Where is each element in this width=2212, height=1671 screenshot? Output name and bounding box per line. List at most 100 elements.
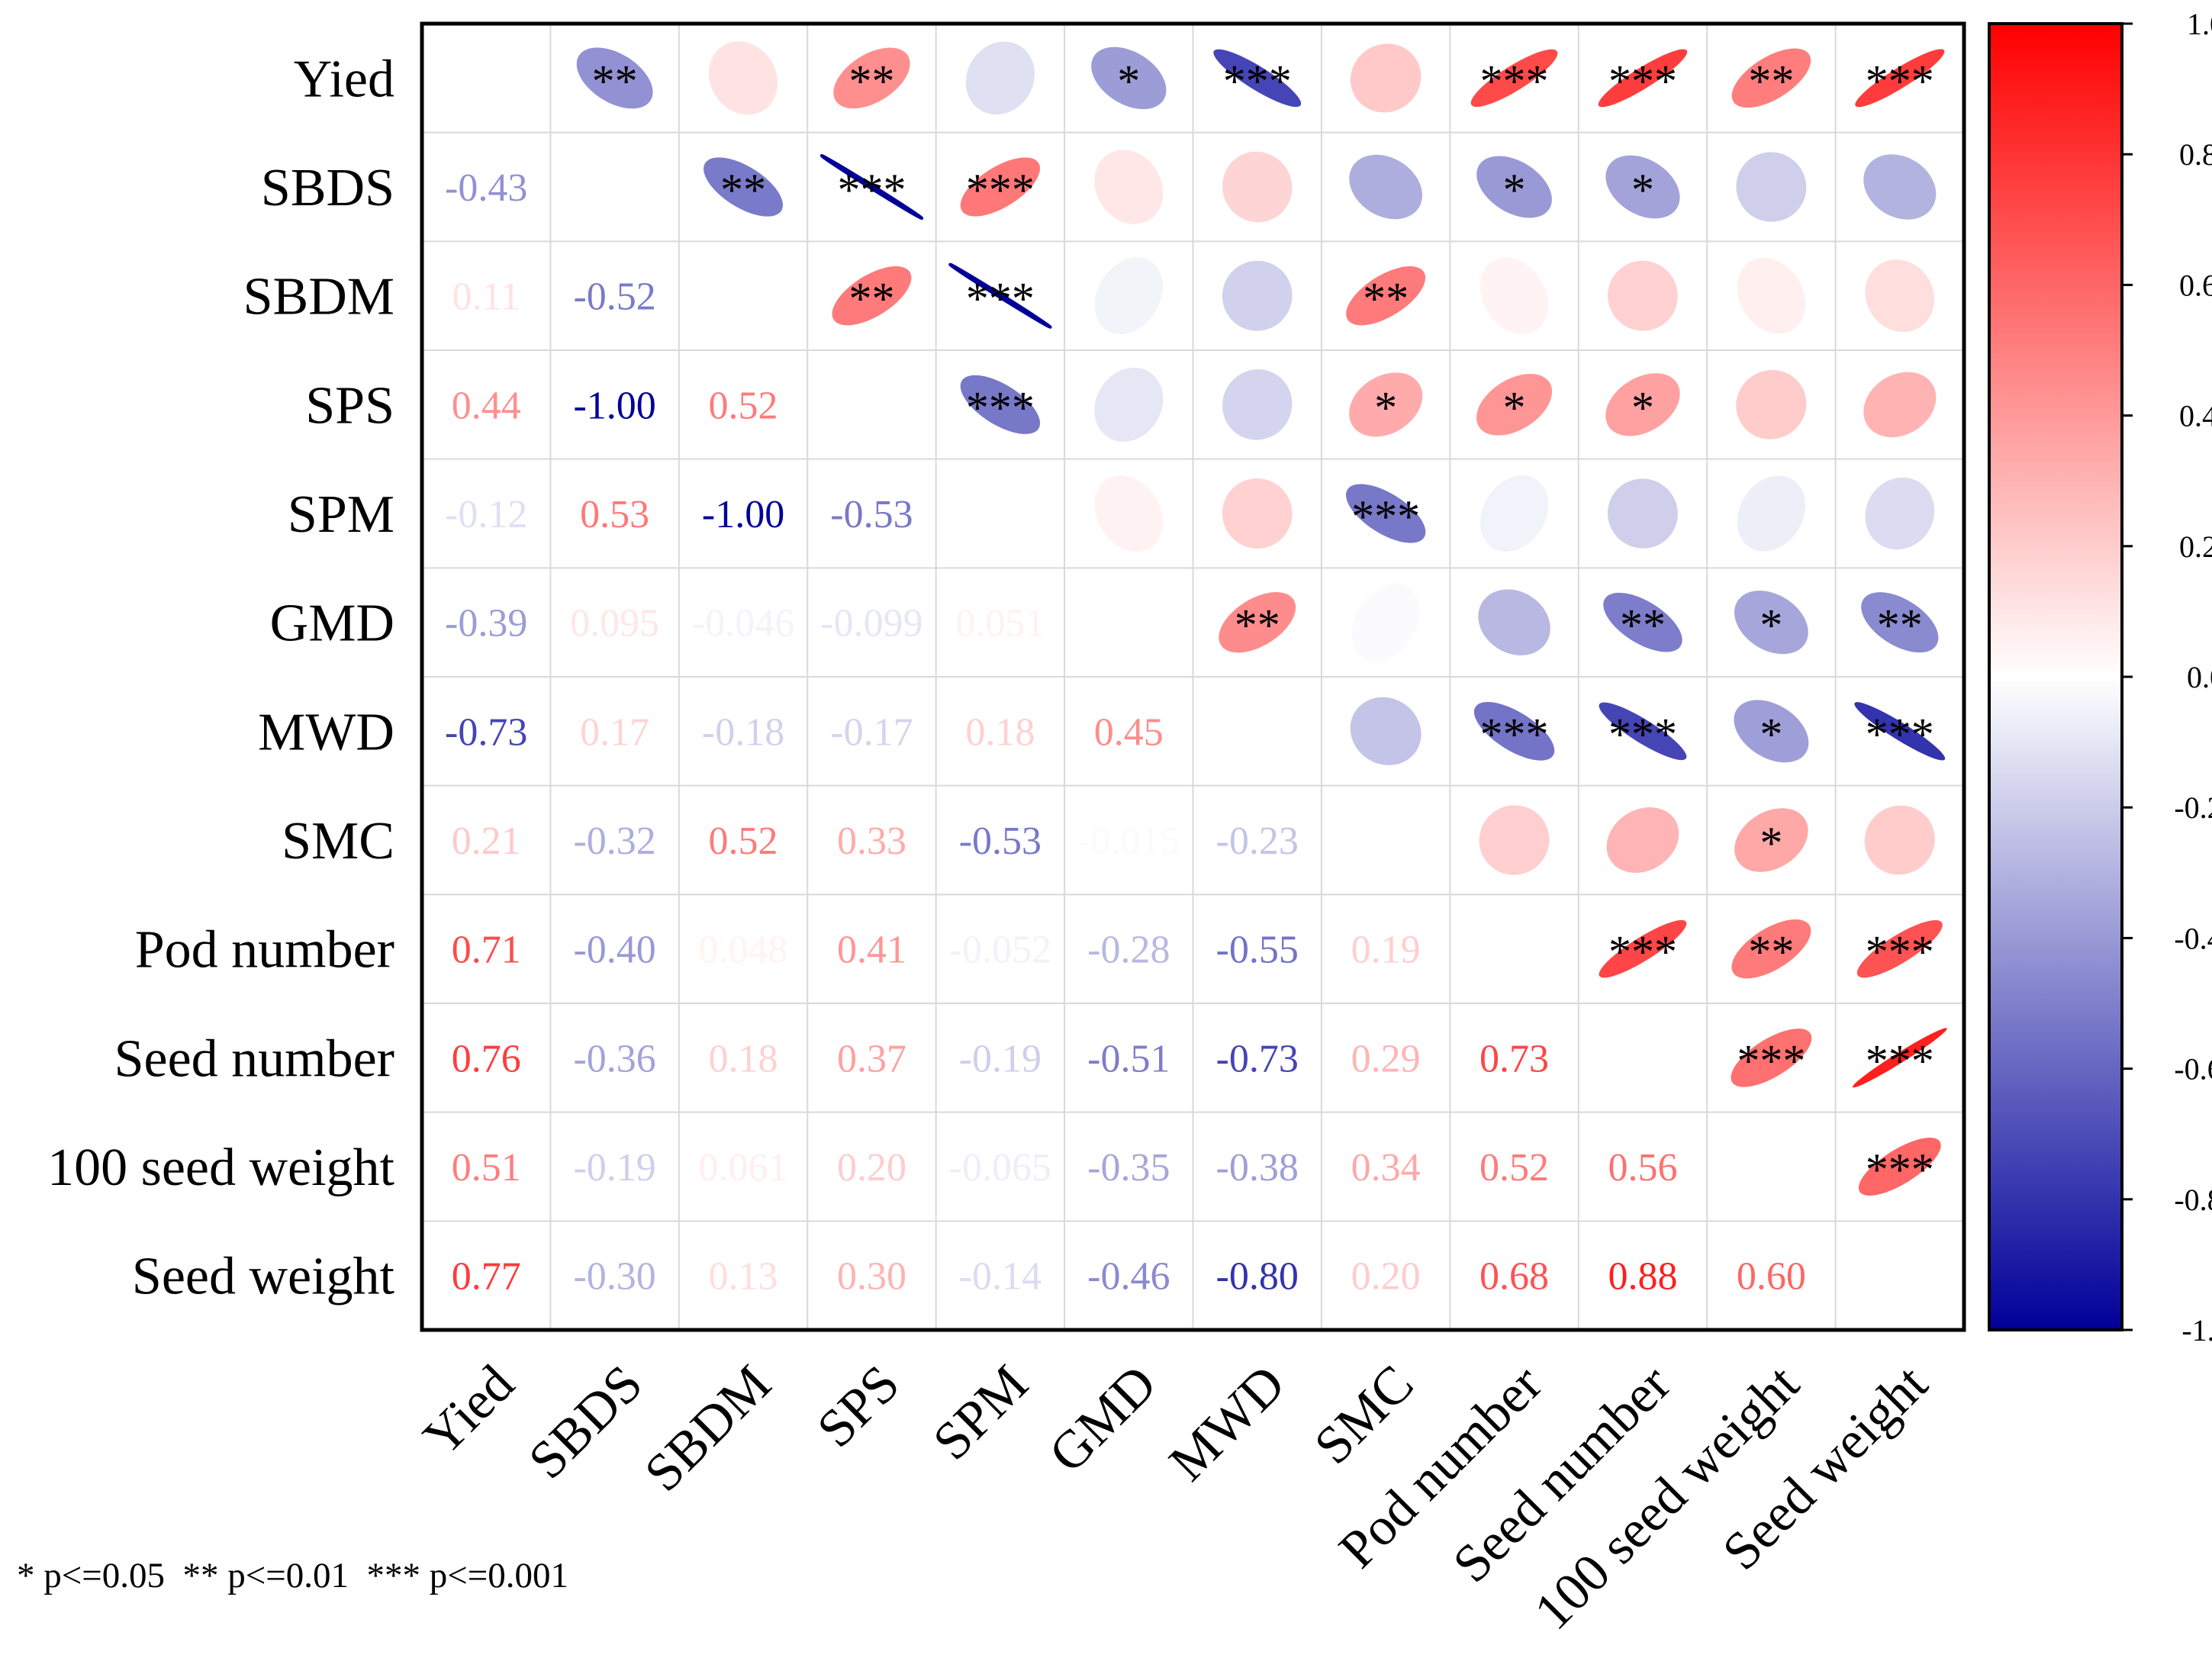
col-label-spm: SPM bbox=[922, 1354, 1040, 1472]
corr-value: 0.77 bbox=[452, 1255, 521, 1299]
significance-stars: * bbox=[1760, 818, 1782, 868]
corr-value: -1.00 bbox=[702, 493, 784, 536]
corr-ellipse bbox=[1606, 807, 1679, 873]
corr-ellipse bbox=[1094, 475, 1163, 552]
corr-ellipse bbox=[576, 47, 653, 109]
significance-stars: * bbox=[1374, 382, 1397, 433]
corr-ellipse bbox=[1736, 369, 1807, 439]
corr-value: 0.71 bbox=[452, 929, 521, 972]
significance-stars: * bbox=[1631, 165, 1654, 215]
corr-value: 0.19 bbox=[1351, 929, 1421, 972]
corr-value: -0.53 bbox=[830, 493, 913, 536]
corr-ellipse bbox=[1599, 702, 1687, 761]
corr-value: 0.45 bbox=[1094, 710, 1164, 754]
colorbar-tick-label: 0.0 bbox=[2187, 660, 2212, 694]
significance-stars: ** bbox=[1620, 600, 1666, 651]
corr-value: 0.56 bbox=[1608, 1146, 1677, 1190]
corr-ellipse bbox=[1734, 808, 1808, 872]
corr-ellipse bbox=[1094, 150, 1164, 224]
significance-stars: *** bbox=[1866, 709, 1934, 759]
grid-lines bbox=[422, 24, 1964, 1330]
significance-stars: *** bbox=[1608, 709, 1677, 759]
colorbar-tick-label: 0.80 bbox=[2179, 137, 2212, 172]
corr-ellipse bbox=[1865, 259, 1935, 333]
corr-value: 0.18 bbox=[965, 710, 1035, 754]
corr-value: 0.76 bbox=[452, 1037, 521, 1080]
corr-value: 0.33 bbox=[837, 819, 906, 863]
significance-stars: *** bbox=[966, 382, 1035, 433]
significance-stars: * bbox=[1631, 382, 1654, 433]
colorbar-tick-label: 0.20 bbox=[2179, 530, 2212, 564]
corr-value: -0.36 bbox=[573, 1037, 655, 1080]
colorbar-tick-label: -1.0 bbox=[2181, 1313, 2212, 1347]
corr-ellipse bbox=[832, 266, 912, 326]
corr-ellipse bbox=[1091, 47, 1167, 110]
corr-ellipse bbox=[1856, 919, 1943, 978]
row-label-gmd: GMD bbox=[270, 594, 394, 653]
corr-ellipse bbox=[1222, 478, 1293, 549]
corr-ellipse bbox=[1473, 701, 1555, 761]
row-label-yied: Yied bbox=[294, 50, 394, 108]
corr-value: -0.30 bbox=[573, 1255, 655, 1299]
corr-ellipse bbox=[1350, 43, 1422, 113]
corr-ellipse bbox=[960, 157, 1041, 217]
corr-ellipse bbox=[1213, 49, 1302, 108]
corr-value: -0.55 bbox=[1216, 929, 1299, 972]
col-label-gmd: GMD bbox=[1038, 1354, 1168, 1484]
corr-ellipse bbox=[948, 262, 1052, 329]
col-label-sps: SPS bbox=[807, 1354, 911, 1459]
corr-value: -0.19 bbox=[573, 1146, 655, 1190]
corr-ellipse bbox=[1605, 155, 1680, 219]
corr-value: -0.73 bbox=[1216, 1037, 1299, 1080]
corr-value: -0.38 bbox=[1216, 1146, 1299, 1190]
corr-value: -0.53 bbox=[959, 819, 1042, 863]
row-label-sps: SPS bbox=[305, 376, 394, 435]
corr-value: -0.28 bbox=[1087, 929, 1170, 972]
corr-ellipse bbox=[960, 375, 1041, 434]
corr-ellipse bbox=[1349, 372, 1423, 437]
col-label-smc: SMC bbox=[1303, 1354, 1425, 1476]
corr-value: 0.52 bbox=[709, 384, 778, 427]
significance-stars: ** bbox=[848, 56, 894, 106]
corr-value: -0.40 bbox=[573, 929, 655, 972]
colorbar-tick-label: -0.80 bbox=[2174, 1183, 2212, 1217]
row-label-pod-number: Pod number bbox=[135, 921, 394, 980]
significance-stars: *** bbox=[1866, 56, 1934, 106]
corr-value: -0.14 bbox=[959, 1255, 1042, 1299]
corr-value: 0.68 bbox=[1479, 1255, 1549, 1299]
corr-ellipse bbox=[1094, 257, 1163, 334]
significance-stars: *** bbox=[1866, 1035, 1934, 1086]
corr-ellipse bbox=[1476, 156, 1552, 218]
significance-stars: ** bbox=[1748, 927, 1794, 977]
corr-value: -0.52 bbox=[573, 275, 655, 319]
corr-ellipse bbox=[1345, 484, 1426, 543]
significance-stars: *** bbox=[1608, 56, 1677, 106]
corr-ellipse bbox=[1219, 592, 1296, 653]
significance-stars: * bbox=[1760, 709, 1782, 759]
corr-value: -0.065 bbox=[949, 1146, 1051, 1190]
col-label-mwd: MWD bbox=[1158, 1354, 1296, 1492]
corr-ellipse bbox=[1852, 1028, 1947, 1088]
corr-ellipse bbox=[1222, 151, 1293, 223]
corr-value: -1.00 bbox=[573, 384, 655, 427]
row-label-smc: SMC bbox=[282, 812, 394, 871]
row-label-spm: SPM bbox=[288, 485, 394, 544]
corr-value: -0.17 bbox=[830, 710, 913, 754]
corr-ellipse bbox=[1854, 702, 1946, 761]
corr-ellipse bbox=[1734, 591, 1808, 655]
corr-value: -0.015 bbox=[1077, 819, 1180, 863]
corr-value: 0.20 bbox=[1351, 1255, 1421, 1299]
corr-ellipse bbox=[965, 41, 1035, 115]
corr-ellipse bbox=[1222, 369, 1293, 440]
significance-stars: *** bbox=[1737, 1035, 1805, 1086]
corr-ellipse bbox=[1608, 478, 1678, 549]
corr-ellipse bbox=[1731, 1029, 1812, 1087]
corr-value: 0.34 bbox=[1351, 1146, 1421, 1190]
corr-value: 0.11 bbox=[452, 275, 520, 319]
matrix-frame bbox=[420, 21, 1966, 1332]
corr-value: 0.13 bbox=[709, 1255, 778, 1299]
corr-value: -0.43 bbox=[445, 166, 527, 210]
corr-value: 0.061 bbox=[699, 1146, 788, 1190]
corr-ellipse bbox=[1349, 154, 1422, 220]
corr-ellipse bbox=[833, 47, 910, 109]
